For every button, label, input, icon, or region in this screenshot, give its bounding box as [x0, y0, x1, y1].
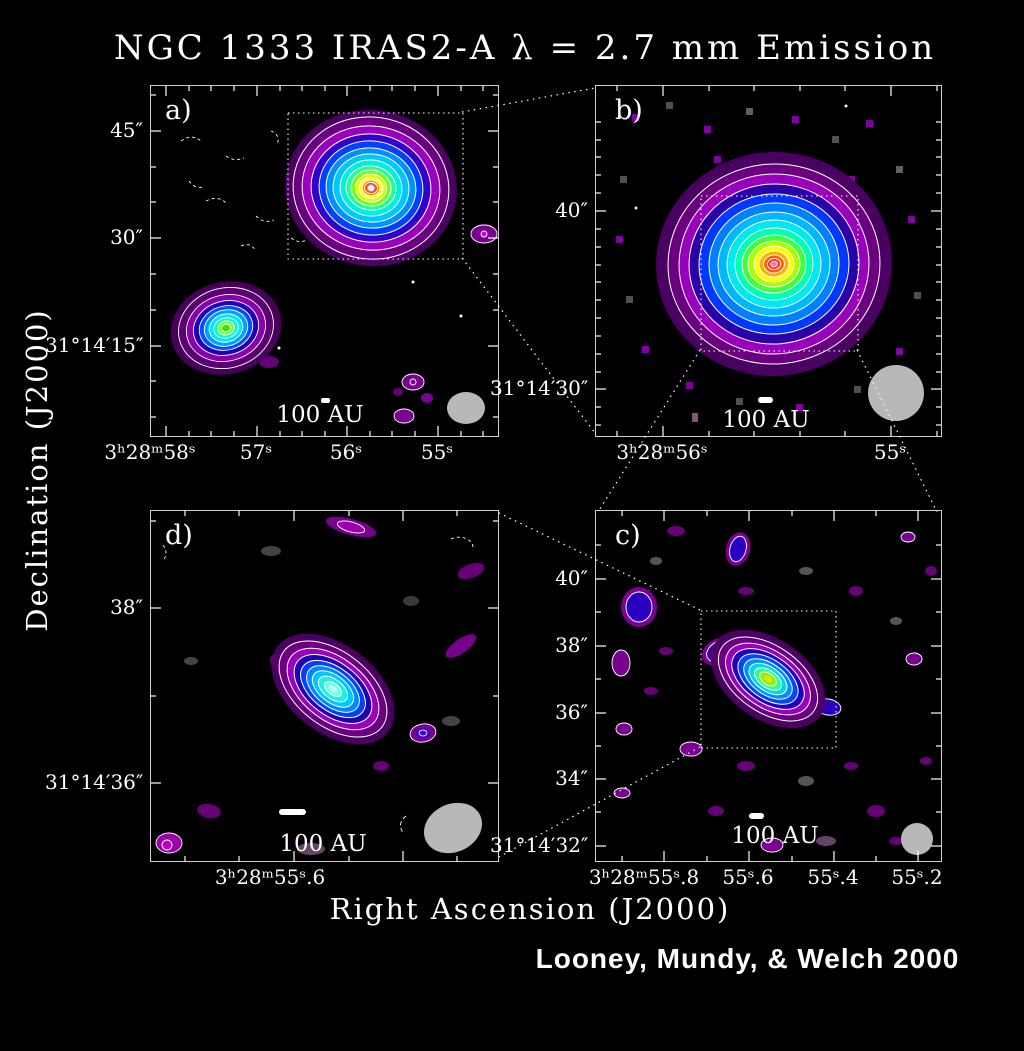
c-ytick-36: 36″ [555, 700, 588, 724]
credit-line: Looney, Mundy, & Welch 2000 [535, 943, 960, 974]
c-xtick-554: 55ˢ.4 [807, 865, 859, 889]
panel-a [150, 85, 499, 437]
source-main [269, 633, 395, 745]
a-ytick-15: 31°14′15″ [45, 333, 144, 357]
c-ytick-38: 38″ [555, 633, 588, 657]
b-xtick-56: 3ʰ28ᵐ56ˢ [616, 440, 708, 464]
panel-c [595, 510, 942, 862]
figure-title: NGC 1333 IRAS2-A λ = 2.7 mm Emission [113, 28, 937, 68]
noise-blobs [155, 516, 485, 855]
a-ytick-45: 45″ [110, 118, 143, 142]
d-ytick-36: 31°14′36″ [45, 770, 144, 794]
a-scalebar-label: 100 AU [276, 402, 364, 428]
a-xtick-55: 55ˢ [420, 440, 454, 464]
panel-b-map [596, 86, 941, 436]
b-xtick-55: 55ˢ [873, 440, 907, 464]
d-ytick-38: 38″ [110, 595, 143, 619]
c-ytick-32: 31°14′32″ [490, 833, 589, 857]
beam-ellipse [423, 802, 483, 854]
panel-a-label: a) [165, 95, 192, 126]
source-main [656, 151, 892, 377]
panel-d-map [151, 511, 498, 861]
scale-bar [279, 809, 306, 815]
y-axis-label: Declination (J2000) [20, 308, 54, 632]
c-xtick-552: 55ˢ.2 [891, 865, 943, 889]
d-xtick-556: 3ʰ28ᵐ55ˢ.6 [214, 865, 326, 889]
panel-c-map [596, 511, 941, 861]
c-ytick-40: 40″ [555, 566, 588, 590]
c-ytick-34: 34″ [555, 766, 588, 790]
a-ytick-30: 30″ [110, 225, 143, 249]
companion-blob [409, 723, 437, 743]
panel-b [595, 85, 942, 437]
source-ne [285, 109, 457, 267]
scale-bar [321, 398, 330, 403]
panel-a-map [151, 86, 498, 436]
scale-bar [758, 397, 773, 403]
noise-pixel [692, 413, 698, 422]
negative-contours [180, 130, 328, 251]
c-xtick-558: 3ʰ28ᵐ55ˢ.8 [588, 865, 700, 889]
b-ytick-30: 31°14′30″ [490, 376, 589, 400]
source-sw [170, 281, 282, 375]
negative-contour [400, 815, 407, 835]
source-main [708, 629, 826, 729]
c-xtick-556: 55ˢ.6 [722, 865, 774, 889]
a-xtick-58: 3ʰ28ᵐ58ˢ [104, 440, 196, 464]
d-scalebar-label: 100 AU [279, 831, 367, 857]
scale-bar [749, 813, 764, 819]
panel-c-label: c) [615, 520, 641, 551]
panel-b-label: b) [615, 95, 643, 126]
a-xtick-56: 56ˢ [329, 440, 363, 464]
panel-d-label: d) [165, 520, 193, 551]
b-scalebar-label: 100 AU [722, 407, 810, 433]
beam-circle [868, 365, 924, 421]
c-scalebar-label: 100 AU [731, 823, 819, 849]
panel-d [150, 510, 499, 862]
beam-circle [901, 823, 933, 855]
beam-ellipse [447, 392, 485, 424]
inset-box-to-d [700, 610, 837, 749]
inset-box-to-c [700, 195, 859, 352]
a-xtick-57: 57ˢ [239, 440, 273, 464]
x-axis-label: Right Ascension (J2000) [329, 892, 731, 926]
b-ytick-40: 40″ [555, 198, 588, 222]
